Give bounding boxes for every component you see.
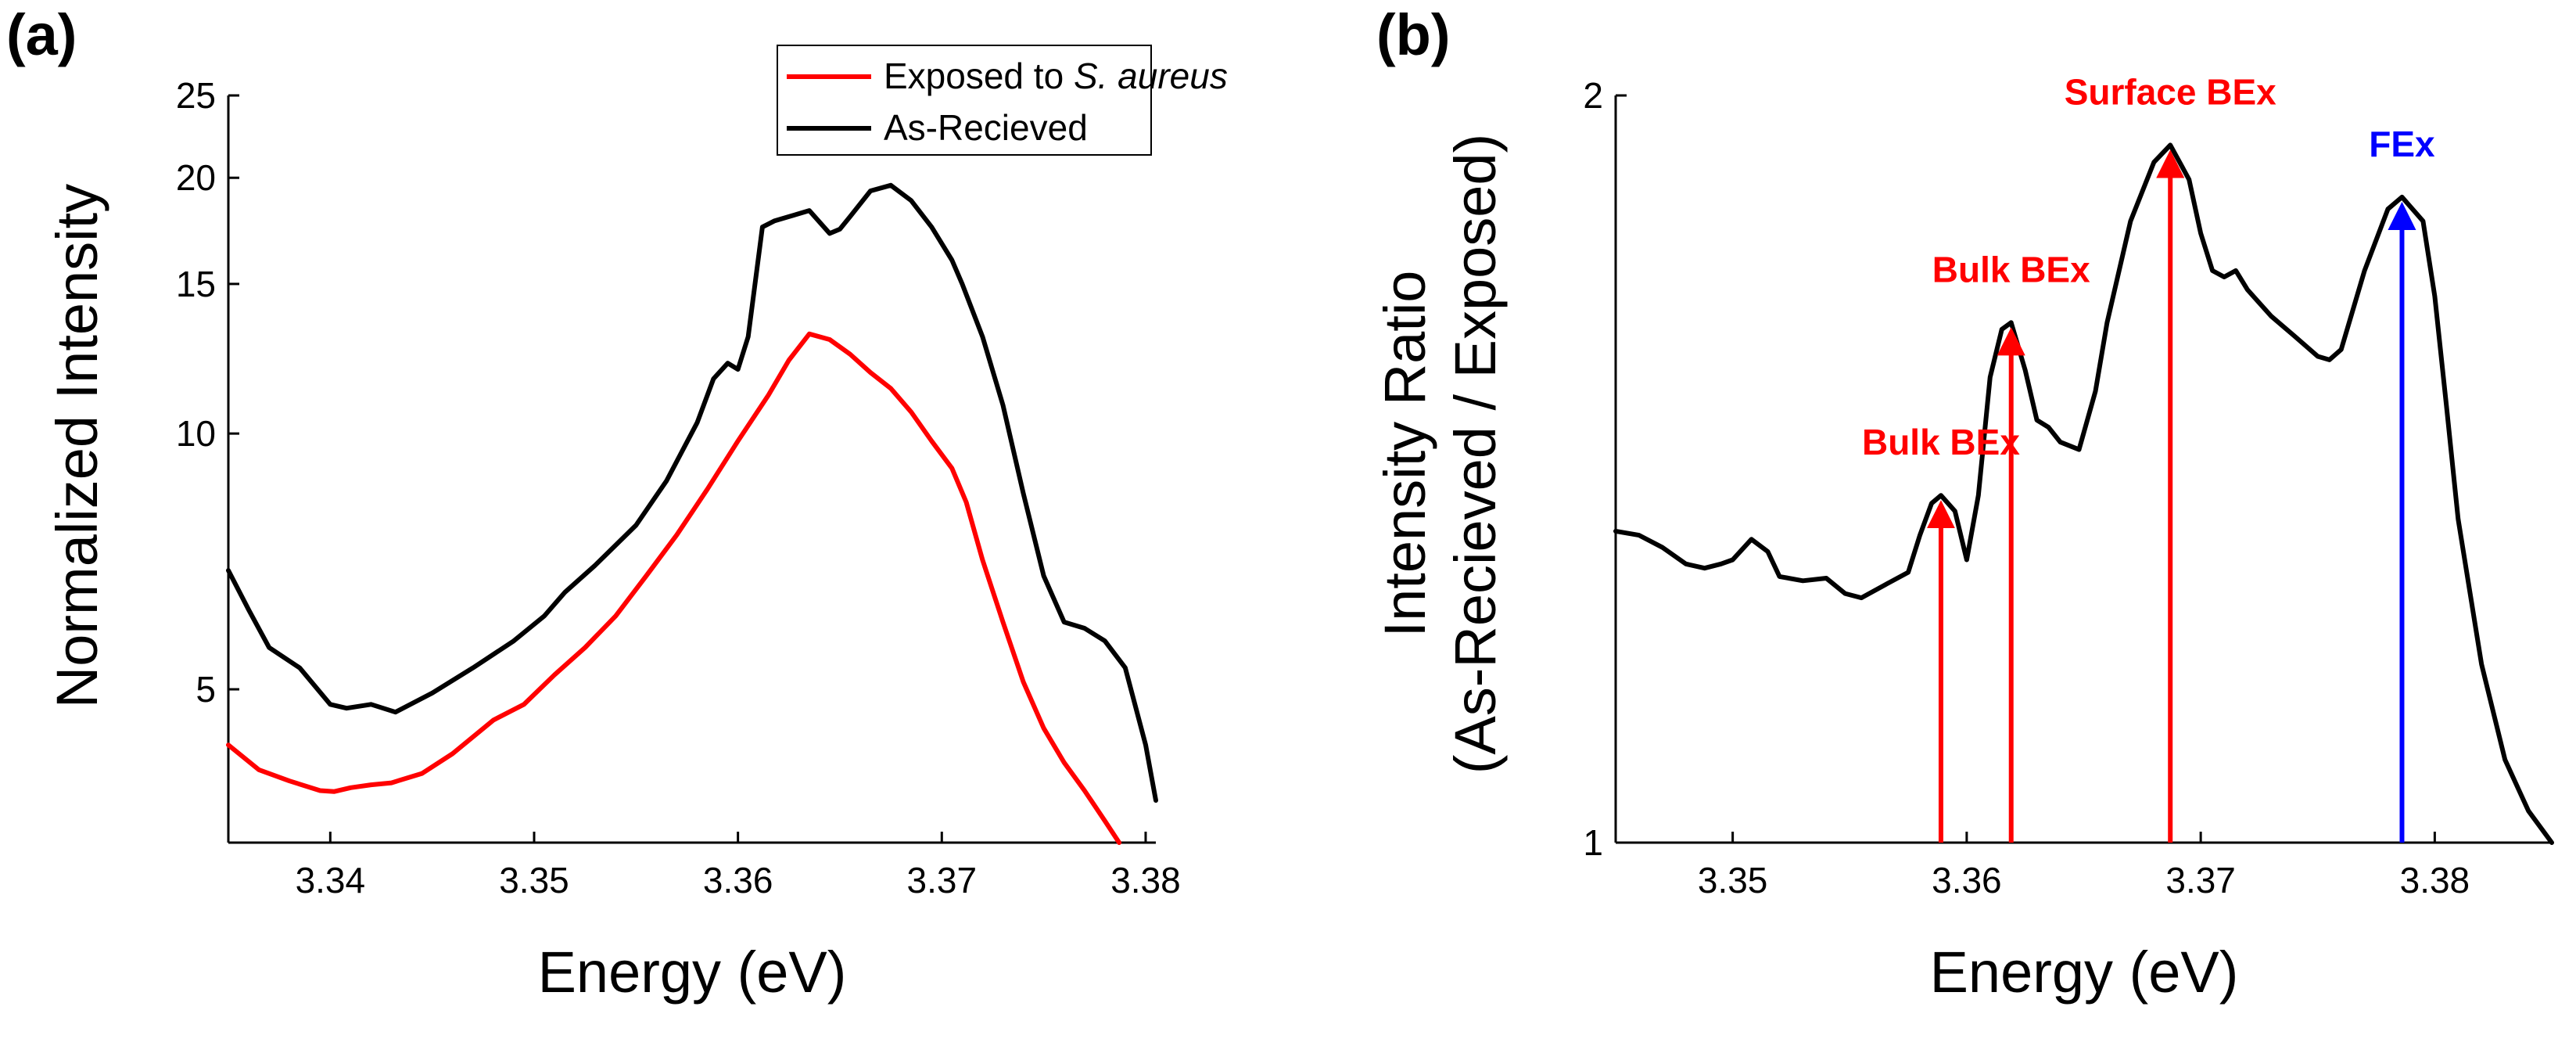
- y-tick-label: 25: [176, 75, 216, 116]
- x-tick-label: 3.37: [907, 860, 978, 901]
- legend: Exposed to S. aureus As-Recieved: [777, 45, 1228, 156]
- y-tick-label: 5: [196, 669, 216, 710]
- annotation-label: Bulk BEx: [1862, 422, 2020, 462]
- x-tick-label: 3.36: [1932, 860, 2002, 901]
- panel-b-x-axis-title: Energy (eV): [1930, 940, 2239, 1005]
- panel-b-y-axis-title-line1: Intensity Ratio: [1372, 271, 1437, 638]
- x-tick-label: 3.34: [296, 860, 366, 901]
- x-tick-label: 3.38: [2400, 860, 2470, 901]
- y-tick-label: 20: [176, 157, 216, 198]
- legend-box: [777, 45, 1152, 156]
- y-tick-label: 1: [1583, 822, 1603, 863]
- annotation-label: Bulk BEx: [1932, 249, 2090, 289]
- panel-b-series: [1613, 142, 2554, 845]
- panel-a: (a) 3.34 3.35 3.36 3.37 3.38 5 10 15 20 25 Energ…: [6, 2, 1228, 1005]
- x-tick-label: 3.35: [1698, 860, 1768, 901]
- panel-b-label: (b): [1376, 2, 1451, 67]
- series-line-exposed-to-s-aureus: [226, 331, 1122, 845]
- panel-a-y-ticks: 5 10 15 20 25: [176, 75, 239, 710]
- y-tick-label: 2: [1583, 75, 1603, 116]
- series-line-intensity-ratio: [1613, 142, 2554, 845]
- legend-label-exposed: Exposed to S. aureus: [884, 56, 1228, 96]
- panel-a-x-ticks: 3.34 3.35 3.36 3.37 3.38: [296, 832, 1181, 901]
- panel-b-y-ticks: 12: [1583, 75, 1627, 863]
- y-tick-label: 10: [176, 413, 216, 454]
- panel-a-series: [226, 182, 1158, 845]
- x-tick-label: 3.35: [499, 860, 569, 901]
- x-tick-label: 3.37: [2165, 860, 2236, 901]
- x-tick-label: 3.38: [1110, 860, 1181, 901]
- y-tick-label: 15: [176, 264, 216, 304]
- panel-a-y-axis-title: Normalized Intensity: [45, 184, 109, 708]
- panel-b-x-ticks: 3.35 3.36 3.37 3.38: [1698, 832, 2470, 901]
- panel-b-y-axis-title-line2: (As-Recieved / Exposed): [1443, 134, 1508, 774]
- panel-a-label: (a): [6, 2, 77, 67]
- annotation-label: Surface BEx: [2065, 71, 2276, 112]
- panel-b-annotations: Bulk BEx Bulk BEx Surface BEx FEx: [1862, 71, 2435, 843]
- series-line-as-recieved: [226, 182, 1158, 803]
- x-tick-label: 3.36: [703, 860, 773, 901]
- panel-b-y-axis-title: Intensity Ratio (As-Recieved / Exposed): [1372, 134, 1508, 774]
- legend-label-as-received: As-Recieved: [884, 107, 1088, 148]
- panel-a-x-axis-title: Energy (eV): [538, 940, 847, 1005]
- annotation-label: FEx: [2369, 124, 2435, 164]
